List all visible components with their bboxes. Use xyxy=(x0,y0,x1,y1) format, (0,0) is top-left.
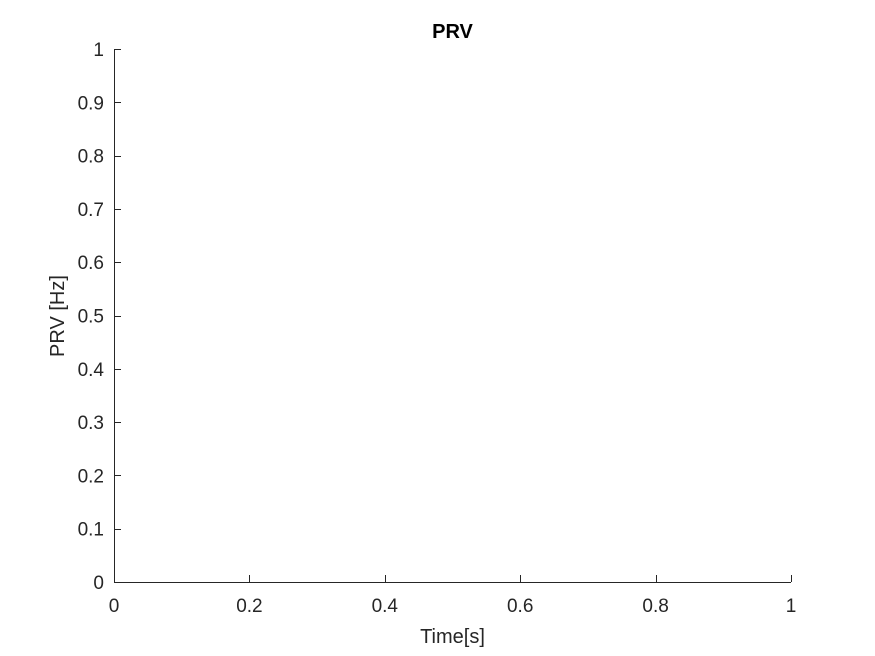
y-tick-label: 0.3 xyxy=(78,413,104,434)
chart-title: PRV xyxy=(432,21,473,43)
y-tick-label: 0.5 xyxy=(78,307,104,328)
y-tick-label: 0.2 xyxy=(78,466,104,487)
plot-area: 0 0.2 0.4 0.6 0.8 1 0 0.1 0.2 0.3 0.4 0.5 0.6 0.7 0.8… xyxy=(78,40,797,617)
y-tick-label: 0.6 xyxy=(78,253,104,274)
x-tick-label: 0.6 xyxy=(507,596,533,617)
y-tick-label: 0.9 xyxy=(78,93,104,114)
x-ticks: 0 0.2 0.4 0.6 0.8 1 xyxy=(109,575,797,617)
y-tick-label: 0.1 xyxy=(78,520,104,541)
y-ticks: 0 0.1 0.2 0.3 0.4 0.5 0.6 0.7 0.8 0.9 1 xyxy=(78,40,121,594)
x-tick-label: 1 xyxy=(786,596,797,617)
y-axis-label: PRV [Hz] xyxy=(47,275,69,357)
x-tick-label: 0.2 xyxy=(236,596,262,617)
y-tick-label: 0.4 xyxy=(78,360,105,381)
x-tick-label: 0.8 xyxy=(642,596,668,617)
x-axis-label: Time[s] xyxy=(420,626,485,648)
x-tick-label: 0.4 xyxy=(372,596,399,617)
y-tick-label: 0.7 xyxy=(78,200,104,221)
y-tick-label: 1 xyxy=(93,40,104,61)
y-tick-label: 0.8 xyxy=(78,147,104,168)
y-tick-label: 0 xyxy=(93,573,104,594)
x-tick-label: 0 xyxy=(109,596,120,617)
